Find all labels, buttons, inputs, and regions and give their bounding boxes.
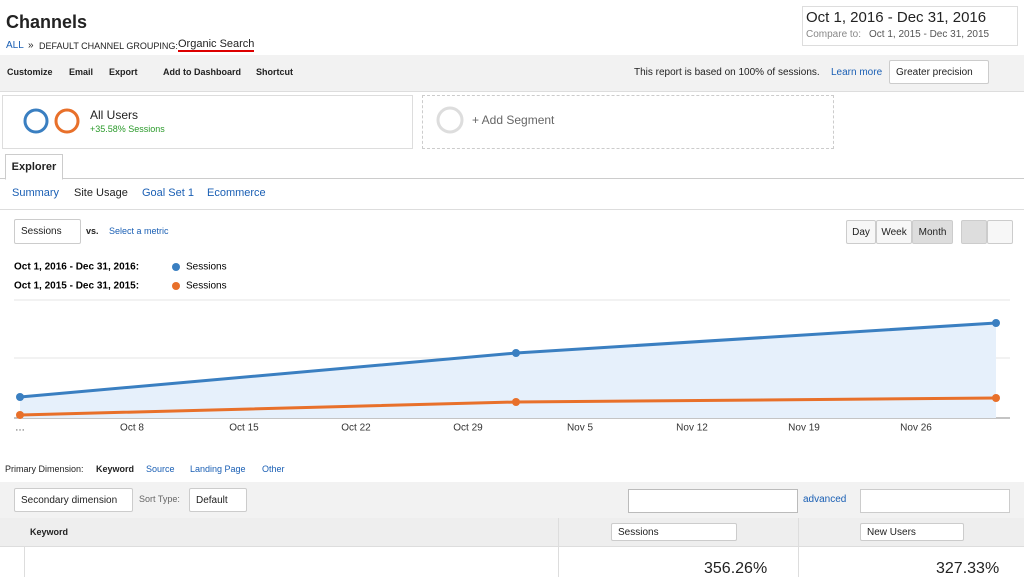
column-header: New Users <box>867 526 916 538</box>
subtab[interactable]: Summary <box>12 187 60 199</box>
secondary-label: Secondary dimension <box>21 494 118 506</box>
column-header: Sessions <box>618 526 659 538</box>
tab-label: Explorer <box>11 161 57 173</box>
x-tick-label: Nov 19 <box>788 423 820 434</box>
period-btn[interactable]: Month <box>912 220 953 244</box>
dimension[interactable]: Other <box>262 464 285 474</box>
learn-more[interactable]: Learn more <box>831 67 883 78</box>
toolbar-item[interactable]: Email <box>69 67 94 77</box>
table-row <box>24 546 1024 577</box>
sort-type: Sort Type: <box>139 494 180 504</box>
metric-label: Sessions <box>21 226 62 237</box>
segment-name: All Users <box>90 108 139 122</box>
dimension[interactable]: Landing Page <box>190 464 246 474</box>
vs: vs. <box>86 226 99 236</box>
date-box[interactable] <box>802 6 1018 46</box>
dimension-label: Primary Dimension: <box>5 464 84 474</box>
view-buttons[interactable] <box>860 489 1010 513</box>
divider <box>0 209 1024 210</box>
x-tick-label: Nov 12 <box>676 423 708 434</box>
legend-name: Sessions <box>186 281 227 292</box>
point <box>16 393 24 401</box>
point <box>992 319 1000 327</box>
col-divider <box>558 518 559 577</box>
legend-dot <box>172 263 180 271</box>
notice: This report is based on 100% of sessions… <box>634 67 820 78</box>
add-segment[interactable] <box>422 95 834 149</box>
point <box>512 398 520 406</box>
toolbar-item[interactable]: Customize <box>7 67 53 77</box>
subtab[interactable]: Site Usage <box>74 187 128 199</box>
legend-period: Oct 1, 2015 - Dec 31, 2015: <box>14 281 139 292</box>
sort-value: Default <box>196 494 228 506</box>
x-tick-label: Oct 8 <box>120 423 144 434</box>
point <box>992 394 1000 402</box>
subtab[interactable]: Goal Set 1 <box>142 187 194 199</box>
toolbar <box>0 55 1024 92</box>
chart-type-btn[interactable] <box>987 220 1013 244</box>
period-btn[interactable]: Day <box>846 220 876 244</box>
x-tick-label: Oct 22 <box>341 423 371 434</box>
search-box[interactable] <box>628 489 798 513</box>
tab[interactable]: Explorer <box>5 154 63 180</box>
compare-label: Compare to: <box>806 29 862 40</box>
metric-select[interactable]: Sessions <box>14 219 81 244</box>
title: Channels <box>6 12 88 32</box>
chart: Oct 1, 2016 - Dec 31, 2016: Sessions Oct 1… <box>14 262 1010 434</box>
x-tick-label: Nov 5 <box>567 423 594 434</box>
segment-change: +35.58% Sessions <box>90 124 165 134</box>
period-label: Week <box>881 226 907 238</box>
summary-value: 356.26% <box>704 560 768 577</box>
point <box>512 349 520 357</box>
compare-range: Oct 1, 2015 - Dec 31, 2015 <box>869 29 990 40</box>
x-tick-label: … <box>15 423 25 434</box>
table-header <box>0 518 1024 547</box>
precision-label: Greater precision <box>896 66 973 78</box>
tab-line <box>0 178 1024 179</box>
toolbar-item[interactable]: Add to Dashboard <box>163 67 241 77</box>
date-range[interactable]: Oct 1, 2016 - Dec 31, 2016 <box>806 9 987 26</box>
add-icon <box>436 106 464 134</box>
toolbar-item[interactable]: Export <box>109 67 138 77</box>
sort-select[interactable]: Default <box>189 488 247 512</box>
dimension[interactable]: Keyword <box>96 464 135 474</box>
point <box>16 411 24 419</box>
column-select[interactable]: Sessions <box>611 523 737 541</box>
add-segment-label: + Add Segment <box>472 113 555 127</box>
segment-icons <box>23 108 80 134</box>
column-header: Keyword <box>30 527 69 537</box>
dimension[interactable]: Source <box>146 464 175 474</box>
subtab[interactable]: Ecommerce <box>207 187 266 199</box>
grouping-value[interactable]: Organic Search <box>178 38 255 52</box>
advanced[interactable]: advanced <box>803 494 847 505</box>
column-select[interactable]: New Users <box>860 523 964 541</box>
legend-period: Oct 1, 2016 - Dec 31, 2016: <box>14 262 139 273</box>
x-tick-label: Oct 15 <box>229 423 259 434</box>
filter-bar <box>0 482 1024 518</box>
legend-name: Sessions <box>186 262 227 273</box>
grouping: DEFAULT CHANNEL GROUPING: <box>39 41 178 51</box>
summary-value: 327.33% <box>936 560 1000 577</box>
legend-dot <box>172 282 180 290</box>
period-label: Day <box>852 226 870 238</box>
precision[interactable]: Greater precision <box>889 60 989 84</box>
breadcrumb[interactable]: ALL <box>6 40 24 51</box>
segment-card[interactable] <box>2 95 413 149</box>
x-tick-label: Nov 26 <box>900 423 932 434</box>
period-label: Month <box>918 226 947 238</box>
x-tick-label: Oct 29 <box>453 423 483 434</box>
separator: » <box>28 40 34 51</box>
area <box>20 323 996 418</box>
period-btn[interactable]: Week <box>876 220 912 244</box>
select-metric[interactable]: Select a metric <box>109 226 169 236</box>
col-divider <box>798 518 799 577</box>
chart-type-btn[interactable] <box>961 220 987 244</box>
toolbar-item[interactable]: Shortcut <box>256 67 293 77</box>
secondary-dimension[interactable]: Secondary dimension <box>14 488 133 512</box>
